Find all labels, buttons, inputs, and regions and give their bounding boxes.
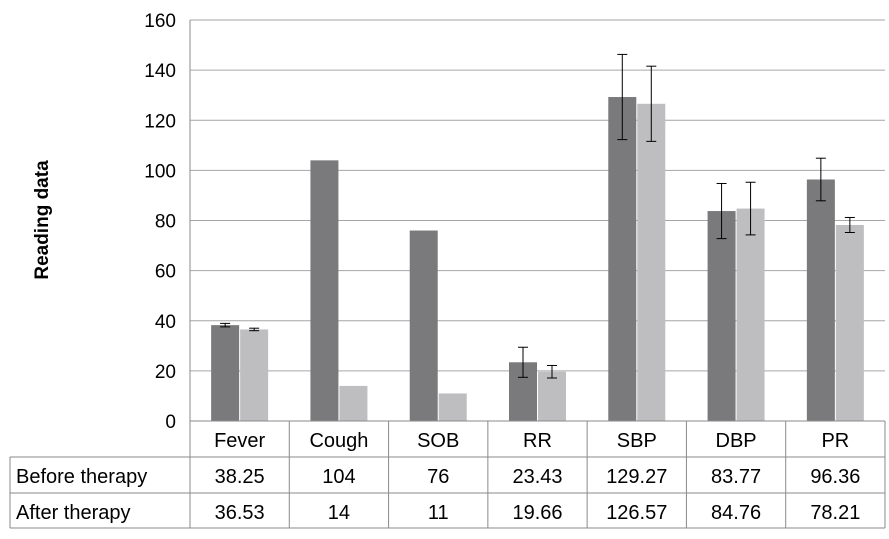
- y-axis-label: Reading data: [32, 160, 53, 280]
- data-label: 14: [328, 502, 350, 524]
- data-label: 83.77: [711, 466, 761, 488]
- bar: [310, 160, 339, 421]
- data-label: 104: [322, 466, 355, 488]
- y-tick-label: 100: [144, 161, 176, 182]
- data-label: 96.36: [810, 466, 860, 488]
- error-bars: [220, 53, 855, 379]
- error-bar: [716, 182, 727, 240]
- y-tick-label: 0: [165, 412, 176, 433]
- y-tick-label: 120: [144, 111, 176, 132]
- x-tick-label: SBP: [617, 430, 657, 452]
- bar: [339, 385, 368, 421]
- grid: [189, 19, 885, 422]
- error-bar: [745, 181, 756, 236]
- x-tick-label: RR: [523, 430, 552, 452]
- bar: [608, 97, 637, 421]
- series-name: After therapy: [16, 502, 131, 524]
- data-label: 38.25: [215, 466, 265, 488]
- y-tick-label: 60: [155, 262, 176, 283]
- x-tick-label: SOB: [417, 430, 459, 452]
- bar: [707, 211, 736, 421]
- data-label: 36.53: [215, 502, 265, 524]
- bar: [538, 371, 566, 421]
- data-label: 11: [428, 502, 449, 524]
- data-table: Fever Cough SOB RR SBP DBP PR Before therapy 38.…: [9, 420, 886, 529]
- x-tick-label: Fever: [214, 430, 265, 452]
- bar: [409, 230, 438, 421]
- data-label: 126.57: [606, 502, 667, 524]
- x-tick-label: DBP: [716, 430, 757, 452]
- bar: [240, 329, 269, 421]
- data-label: 23.43: [512, 466, 562, 488]
- error-bar: [617, 53, 628, 141]
- y-tick-label: 80: [155, 212, 176, 233]
- data-label: 78.21: [810, 502, 860, 524]
- error-bar: [646, 65, 657, 142]
- bar: [806, 179, 835, 421]
- x-tick-label: Cough: [309, 430, 368, 452]
- data-label: 19.66: [512, 502, 562, 524]
- error-bar: [249, 327, 260, 332]
- bar: [736, 208, 765, 421]
- error-bar: [815, 157, 826, 202]
- bars: [211, 97, 864, 421]
- data-label: 76: [427, 466, 449, 488]
- data-label: 84.76: [711, 502, 761, 524]
- x-tick-label: PR: [821, 430, 849, 452]
- bar: [835, 224, 864, 421]
- error-bar: [220, 322, 231, 328]
- error-bar: [518, 346, 528, 378]
- error-bar: [547, 364, 557, 379]
- y-tick-label: 20: [155, 362, 176, 383]
- y-axis: 0 20 40 60 80 100 120 140 160: [144, 11, 176, 433]
- y-tick-label: 40: [155, 312, 176, 333]
- y-tick-label: 160: [144, 11, 176, 32]
- bar: [211, 325, 240, 421]
- y-tick-label: 140: [144, 61, 176, 82]
- data-label: 129.27: [606, 466, 667, 488]
- error-bar: [844, 216, 855, 234]
- series-name: Before therapy: [16, 466, 147, 488]
- bar: [637, 103, 666, 421]
- bar: [438, 393, 467, 421]
